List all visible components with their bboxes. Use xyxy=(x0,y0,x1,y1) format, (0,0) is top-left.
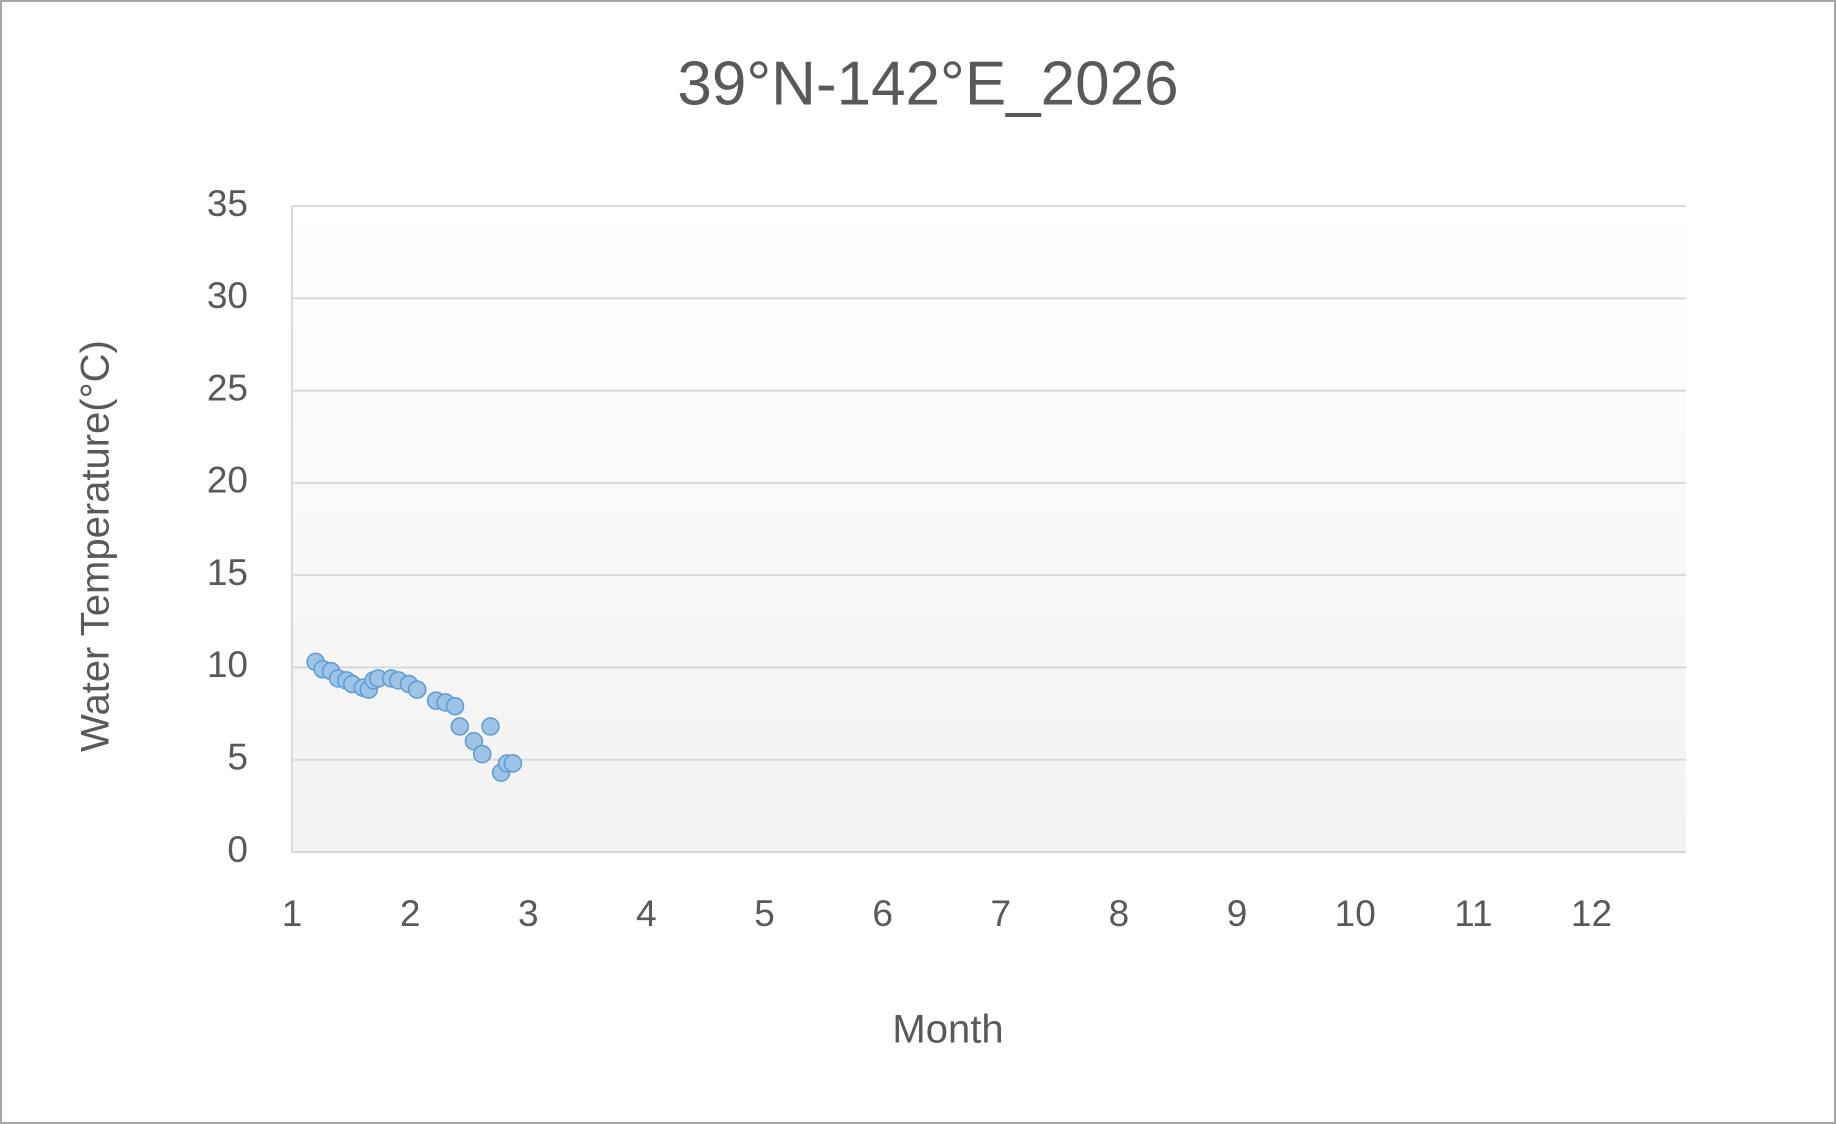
y-tick-label: 20 xyxy=(207,460,248,501)
x-tick-label: 4 xyxy=(636,893,657,934)
x-tick-label: 5 xyxy=(754,893,775,934)
y-axis-title: Water Temperature(°C) xyxy=(74,340,118,752)
x-tick-label: 6 xyxy=(872,893,893,934)
y-tick-label: 30 xyxy=(207,275,248,316)
x-axis-title: Month xyxy=(892,1008,1003,1052)
point xyxy=(481,717,500,736)
x-tick-label: 9 xyxy=(1227,893,1248,934)
x-tick-label: 7 xyxy=(991,893,1012,934)
y-tick-label: 5 xyxy=(227,736,248,777)
chart-title: 39°N-142°E_2026 xyxy=(677,49,1178,118)
x-tick-label: 8 xyxy=(1109,893,1130,934)
point xyxy=(407,680,427,699)
y-tick-label: 10 xyxy=(207,644,248,685)
x-tick-label: 12 xyxy=(1571,893,1612,934)
point xyxy=(503,754,523,773)
point xyxy=(472,744,492,764)
y-tick-label: 35 xyxy=(207,183,248,224)
point xyxy=(450,717,470,736)
plot-area xyxy=(292,206,1686,852)
x-tick-label: 3 xyxy=(518,893,539,934)
point xyxy=(464,732,484,751)
y-tick-label: 25 xyxy=(207,367,248,408)
point xyxy=(445,696,465,716)
x-tick-label: 2 xyxy=(400,893,421,934)
x-tick-label: 11 xyxy=(1454,893,1492,934)
x-tick-label: 1 xyxy=(282,893,303,934)
y-tick-label: 0 xyxy=(227,829,248,870)
y-tick-label: 15 xyxy=(207,552,248,593)
x-tick-label: 10 xyxy=(1335,893,1376,934)
